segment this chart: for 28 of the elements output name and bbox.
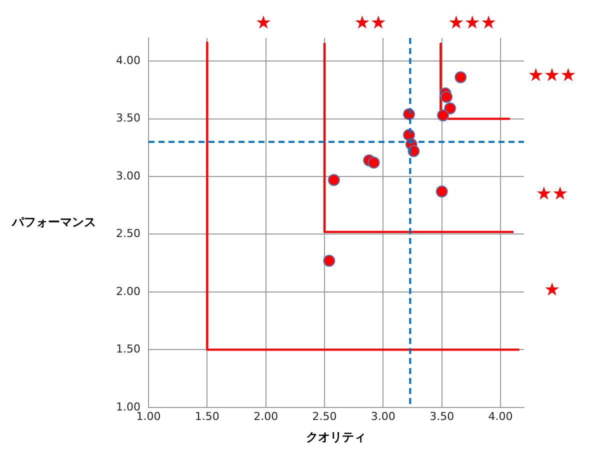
- point: [454, 71, 467, 84]
- x-tick-label: 2.50: [312, 410, 337, 423]
- text: ★★: [536, 184, 568, 205]
- point: [437, 109, 450, 122]
- x-tick-label: 4.00: [488, 410, 513, 423]
- point: [436, 186, 448, 198]
- x-tick-label: 1.50: [194, 410, 220, 423]
- y-tick-label: 2.00: [116, 284, 140, 298]
- point: [444, 102, 456, 114]
- text: ★★★: [528, 64, 576, 86]
- y-tick-label: 4.00: [116, 54, 140, 67]
- y-axis-title: パフォーマンス: [11, 214, 96, 229]
- text: ★: [255, 12, 272, 34]
- x-tick-label: 2.00: [254, 410, 278, 423]
- y-tick-label: 1.50: [116, 342, 140, 356]
- x-tick-label: 3.00: [370, 410, 396, 423]
- y-tick-label: 3.50: [116, 112, 140, 125]
- y-tick-label: 2.50: [116, 227, 140, 240]
- x-tick-label: 3.50: [430, 410, 454, 423]
- text: ★★★: [448, 12, 497, 34]
- text: ★★: [354, 12, 386, 34]
- point: [440, 90, 453, 103]
- x-axis-title: クオリティ: [306, 430, 366, 444]
- point: [368, 156, 380, 169]
- y-tick-label: 3.00: [116, 169, 140, 182]
- point: [323, 254, 336, 267]
- text: ★: [544, 279, 560, 300]
- point: [328, 174, 340, 186]
